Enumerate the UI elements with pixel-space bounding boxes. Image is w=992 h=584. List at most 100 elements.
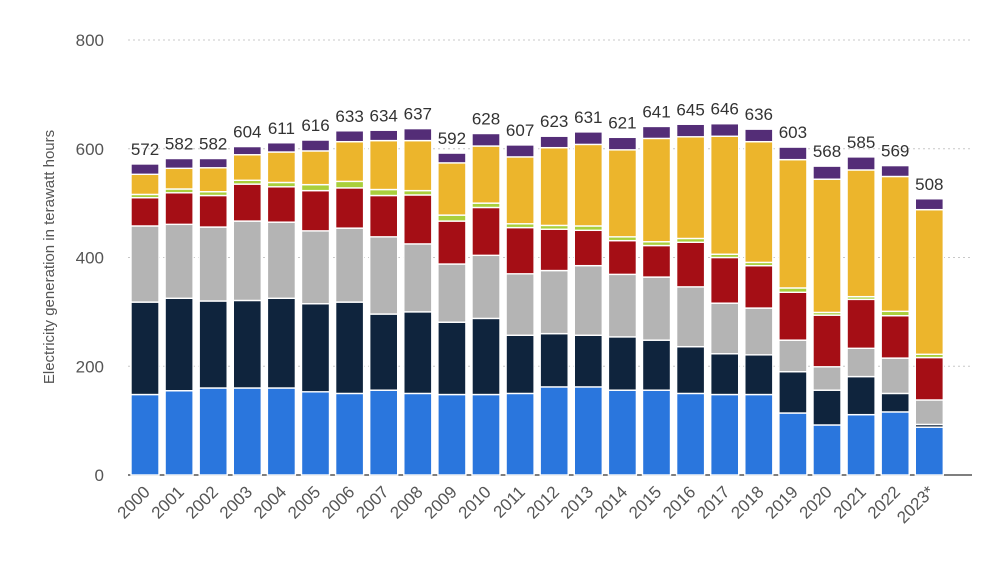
bar-segment[interactable] — [266, 186, 297, 223]
bar-segment[interactable] — [778, 146, 808, 161]
bar-segment[interactable] — [880, 314, 910, 359]
bar-segment[interactable] — [300, 139, 331, 152]
bar-segment[interactable] — [266, 142, 297, 153]
bar-segment[interactable] — [334, 187, 365, 229]
bar-segment[interactable] — [812, 424, 842, 476]
bar-segment[interactable] — [573, 334, 603, 388]
bar-segment[interactable] — [778, 339, 808, 373]
bar-segment[interactable] — [369, 194, 399, 238]
bar-segment[interactable] — [300, 230, 331, 305]
bar-segment[interactable] — [232, 154, 263, 181]
bar-segment[interactable] — [846, 347, 876, 378]
bar-segment[interactable] — [334, 130, 365, 143]
bar-segment[interactable] — [505, 144, 535, 158]
bar-segment[interactable] — [641, 389, 672, 476]
bar-segment[interactable] — [812, 178, 842, 314]
bar-segment[interactable] — [232, 145, 263, 156]
bar-segment[interactable] — [437, 214, 467, 222]
bar-segment[interactable] — [778, 158, 808, 289]
bar-segment[interactable] — [675, 123, 706, 138]
bar-segment[interactable] — [471, 132, 501, 147]
bar-segment[interactable] — [130, 173, 160, 196]
bar-segment[interactable] — [573, 229, 603, 267]
bar-segment[interactable] — [778, 370, 808, 414]
bar-segment[interactable] — [164, 390, 194, 476]
bar-segment[interactable] — [641, 125, 672, 140]
bar-segment[interactable] — [710, 393, 740, 476]
bar-segment[interactable] — [880, 357, 910, 395]
bar-segment[interactable] — [744, 307, 774, 356]
bar-segment[interactable] — [300, 150, 331, 186]
bar-segment[interactable] — [505, 156, 535, 225]
bar-segment[interactable] — [607, 336, 638, 391]
bar-segment[interactable] — [369, 236, 399, 315]
bar-segment[interactable] — [573, 131, 603, 146]
bar-segment[interactable] — [130, 393, 160, 476]
bar-segment[interactable] — [300, 183, 331, 192]
bar-segment[interactable] — [334, 180, 365, 189]
bar-segment[interactable] — [471, 145, 501, 204]
bar-segment[interactable] — [914, 426, 944, 476]
bar-segment[interactable] — [198, 387, 228, 476]
bar-segment[interactable] — [403, 127, 433, 142]
bar-segment[interactable] — [164, 192, 194, 226]
bar-segment[interactable] — [778, 291, 808, 341]
bar-segment[interactable] — [437, 152, 467, 164]
bar-segment[interactable] — [846, 169, 876, 298]
bar-segment[interactable] — [232, 220, 263, 302]
bar-segment[interactable] — [846, 156, 876, 171]
bar-segment[interactable] — [675, 136, 706, 240]
bar-segment[interactable] — [471, 393, 501, 476]
bar-segment[interactable] — [403, 139, 433, 192]
bar-segment[interactable] — [744, 128, 774, 143]
bar-segment[interactable] — [539, 135, 569, 149]
bar-segment[interactable] — [675, 345, 706, 395]
bar-segment[interactable] — [164, 223, 194, 299]
bar-segment[interactable] — [812, 314, 842, 368]
bar-segment[interactable] — [130, 163, 160, 176]
bar-segment[interactable] — [232, 299, 263, 389]
bar-segment[interactable] — [539, 146, 569, 227]
bar-segment[interactable] — [300, 391, 331, 476]
bar-segment[interactable] — [675, 392, 706, 476]
bar-segment[interactable] — [607, 136, 638, 151]
bar-segment[interactable] — [914, 208, 944, 355]
bar-segment[interactable] — [403, 194, 433, 245]
bar-segment[interactable] — [539, 386, 569, 476]
bar-segment[interactable] — [607, 239, 638, 276]
bar-segment[interactable] — [198, 157, 228, 169]
bar-segment[interactable] — [403, 243, 433, 313]
bar-segment[interactable] — [266, 297, 297, 389]
bar-segment[interactable] — [880, 411, 910, 476]
bar-segment[interactable] — [369, 188, 399, 197]
bar-segment[interactable] — [812, 366, 842, 391]
bar-segment[interactable] — [744, 354, 774, 396]
bar-segment[interactable] — [607, 273, 638, 338]
bar-segment[interactable] — [505, 273, 535, 336]
bar-segment[interactable] — [437, 263, 467, 323]
bar-segment[interactable] — [505, 226, 535, 275]
bar-segment[interactable] — [744, 140, 774, 264]
bar-segment[interactable] — [198, 194, 228, 228]
bar-segment[interactable] — [710, 302, 740, 355]
bar-segment[interactable] — [437, 220, 467, 265]
bar-segment[interactable] — [641, 244, 672, 278]
bar-segment[interactable] — [369, 389, 399, 476]
bar-segment[interactable] — [846, 375, 876, 416]
bar-segment[interactable] — [198, 226, 228, 302]
bar-segment[interactable] — [266, 387, 297, 476]
bar-segment[interactable] — [232, 183, 263, 222]
bar-segment[interactable] — [164, 167, 194, 190]
bar-segment[interactable] — [914, 198, 944, 211]
bar-segment[interactable] — [164, 297, 194, 392]
bar-segment[interactable] — [675, 286, 706, 348]
bar-segment[interactable] — [403, 392, 433, 476]
bar-segment[interactable] — [471, 206, 501, 257]
bar-segment[interactable] — [539, 269, 569, 335]
bar-segment[interactable] — [437, 321, 467, 396]
bar-segment[interactable] — [539, 228, 569, 272]
bar-segment[interactable] — [198, 167, 228, 193]
bar-segment[interactable] — [334, 392, 365, 476]
bar-segment[interactable] — [607, 389, 638, 476]
bar-segment[interactable] — [130, 225, 160, 303]
